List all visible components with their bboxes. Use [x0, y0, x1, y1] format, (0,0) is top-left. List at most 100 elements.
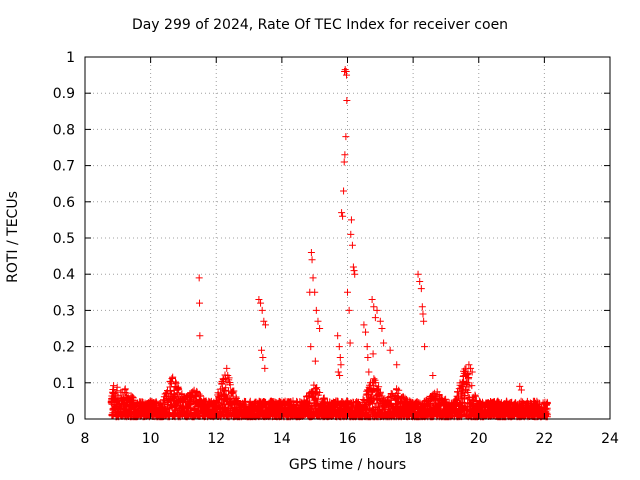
baseline-band-points [107, 365, 551, 421]
y-tick-labels: 0 0.1 0.2 0.3 0.4 0.5 0.6 0.7 0.8 0.9 1 [53, 50, 75, 428]
x-tick-label: 20 [470, 431, 488, 447]
data-point [259, 353, 267, 361]
data-point [338, 209, 346, 217]
data-point [196, 332, 204, 340]
data-point [360, 321, 368, 329]
data-point [257, 299, 265, 307]
data-point [341, 151, 349, 159]
data-point [336, 372, 344, 380]
data-point [343, 71, 351, 79]
data-point [380, 339, 388, 347]
data-point [342, 133, 350, 141]
data-point [307, 248, 315, 256]
data-point [462, 372, 470, 380]
data-point [340, 158, 348, 166]
x-tick-label: 8 [81, 431, 90, 447]
x-tick-label: 18 [404, 431, 422, 447]
data-point [344, 288, 351, 296]
data-point [363, 343, 371, 351]
data-point [307, 343, 315, 351]
x-tick-label: 14 [273, 431, 291, 447]
data-point [420, 317, 428, 325]
x-tick-label: 16 [339, 431, 357, 447]
data-point [261, 321, 269, 329]
x-tick-label: 10 [142, 431, 160, 447]
data-point [414, 270, 422, 278]
baseline-points [107, 365, 551, 421]
data-point [314, 317, 322, 325]
y-tick-label: 0.3 [53, 303, 75, 319]
y-tick-label: 0.9 [53, 86, 75, 102]
data-point [308, 256, 316, 264]
data-point [350, 267, 358, 275]
data-point [378, 325, 386, 332]
y-tick-label: 0 [66, 412, 75, 428]
data-point [364, 353, 372, 361]
data-point [348, 241, 356, 249]
data-point [416, 277, 424, 285]
data-point [349, 263, 357, 271]
x-tick-label: 24 [601, 431, 619, 447]
data-point [347, 216, 355, 224]
data-point [417, 285, 425, 293]
data-point [337, 361, 345, 369]
data-point [258, 306, 266, 314]
chart-title: Day 299 of 2024, Rate Of TEC Index for r… [131, 17, 509, 33]
data-point [368, 296, 376, 304]
data-point [365, 368, 373, 376]
y-tick-label: 0.6 [53, 195, 75, 211]
data-point [373, 306, 381, 314]
data-point [346, 339, 354, 347]
y-tick-label: 0.5 [53, 231, 75, 247]
data-points [195, 66, 525, 394]
y-tick-label: 0.1 [53, 376, 75, 392]
data-point [463, 379, 471, 387]
data-point [345, 306, 353, 314]
data-point [335, 343, 343, 351]
data-point [517, 386, 525, 394]
grid-lines [85, 57, 610, 419]
data-point [386, 346, 394, 354]
data-point [370, 303, 378, 311]
data-point [196, 299, 204, 307]
data-point [429, 372, 437, 380]
x-axis-label: GPS time / hours [288, 457, 407, 473]
y-tick-label: 0.4 [53, 267, 75, 283]
data-point [306, 288, 314, 296]
data-point [343, 96, 351, 104]
data-point [376, 317, 384, 325]
data-point [261, 364, 269, 372]
x-tick-label: 22 [535, 431, 553, 447]
data-point [255, 296, 263, 304]
data-point [336, 353, 344, 361]
data-point [421, 343, 429, 351]
data-point [340, 187, 348, 195]
data-point [465, 361, 473, 369]
data-point [366, 379, 374, 387]
data-point [468, 368, 476, 376]
x-tick-labels: 8 10 12 14 16 18 20 22 24 [81, 431, 619, 447]
data-point [224, 372, 232, 380]
data-point [309, 274, 317, 282]
data-point [393, 361, 401, 369]
data-point [312, 306, 320, 314]
data-point [418, 303, 426, 311]
data-point [195, 274, 203, 282]
data-point [371, 314, 379, 322]
x-tick-label: 12 [207, 431, 225, 447]
data-point [316, 325, 324, 332]
data-point [223, 364, 231, 372]
data-point [351, 270, 359, 278]
data-point [341, 66, 349, 74]
y-tick-label: 1 [66, 50, 75, 66]
data-point [339, 212, 347, 220]
data-point [467, 364, 475, 372]
y-tick-label: 0.2 [53, 340, 75, 356]
data-point [362, 328, 370, 336]
data-point [334, 368, 342, 376]
data-point [347, 230, 355, 238]
data-point [260, 317, 268, 325]
axis-ticks [84, 56, 611, 420]
data-point [369, 350, 377, 358]
